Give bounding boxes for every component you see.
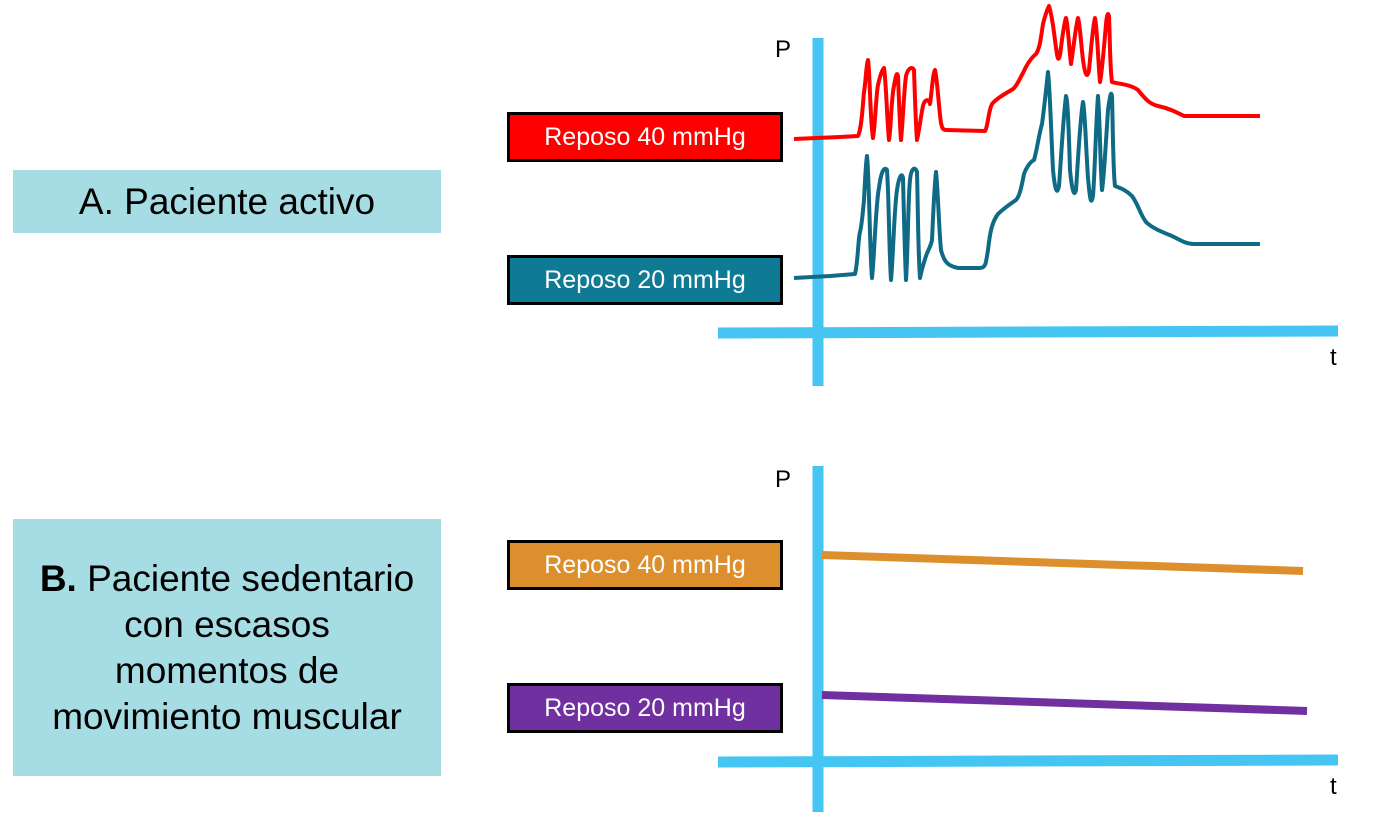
legend-label-a-20: Reposo 20 mmHg xyxy=(544,265,746,294)
panel-b-x-label: t xyxy=(1330,773,1337,800)
legend-label-b-40: Reposo 40 mmHg xyxy=(544,550,746,579)
legend-box-a-40: Reposo 40 mmHg xyxy=(507,112,783,162)
legend-label-a-40: Reposo 40 mmHg xyxy=(544,122,746,151)
legend-box-a-20: Reposo 20 mmHg xyxy=(507,255,783,305)
panel-b-trace-40 xyxy=(821,551,1304,575)
panel-a-trace-20 xyxy=(793,70,1260,282)
panel-b-trace-20 xyxy=(821,691,1308,715)
panel-a-title-text: A. Paciente activo xyxy=(78,180,376,222)
panel-b-title-text: B. Paciente sedentario con escasos momen… xyxy=(33,556,421,740)
panel-a-title: A. Paciente activo xyxy=(13,170,441,233)
panel-b-y-label: P xyxy=(775,466,792,493)
legend-label-b-20: Reposo 20 mmHg xyxy=(544,693,746,722)
panel-a-y-label: P xyxy=(775,36,792,63)
panel-b-title-rest: Paciente sedentario con escasos momentos… xyxy=(52,557,415,737)
legend-box-b-40: Reposo 40 mmHg xyxy=(507,540,783,590)
panel-b-x-axis xyxy=(717,754,1339,768)
panel-b-title-bold: B. xyxy=(39,557,77,599)
panel-a-trace-40 xyxy=(793,4,1260,142)
legend-box-b-20: Reposo 20 mmHg xyxy=(507,683,783,733)
panel-a-x-label: t xyxy=(1330,344,1337,371)
panel-a-x-axis xyxy=(717,325,1339,339)
panel-b-title: B. Paciente sedentario con escasos momen… xyxy=(13,519,441,776)
